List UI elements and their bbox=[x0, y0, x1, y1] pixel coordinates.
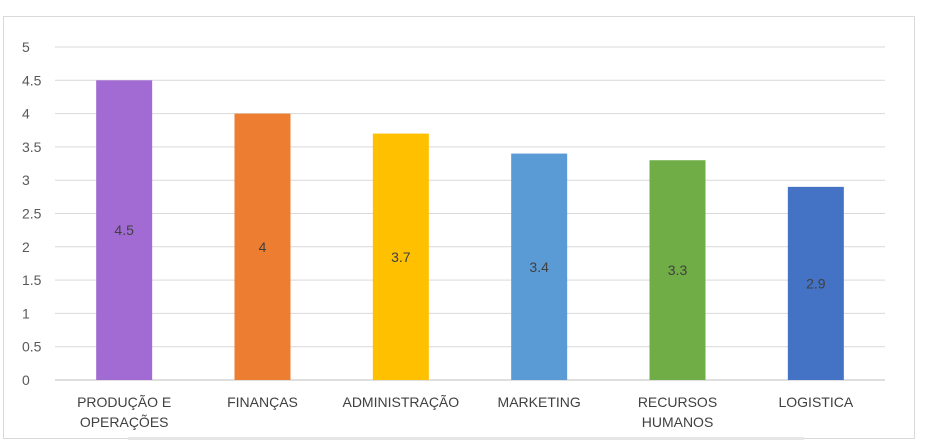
y-tick-label: 3.5 bbox=[22, 139, 42, 155]
y-tick-label: 1.5 bbox=[22, 272, 42, 288]
x-tick-label: LOGISTICA bbox=[778, 394, 853, 410]
data-label: 4.5 bbox=[114, 222, 134, 238]
y-tick-label: 1 bbox=[22, 305, 30, 321]
y-tick-label: 4 bbox=[22, 106, 30, 122]
data-label: 4 bbox=[259, 239, 267, 255]
x-tick-label: PRODUÇÃO E bbox=[77, 394, 171, 410]
y-tick-label: 2.5 bbox=[22, 206, 42, 222]
data-label: 3.7 bbox=[391, 249, 411, 265]
bar bbox=[372, 133, 429, 380]
gridlines bbox=[55, 46, 885, 381]
y-tick-label: 3 bbox=[22, 172, 30, 188]
x-tick-label: ADMINISTRAÇÃO bbox=[342, 394, 459, 410]
bars bbox=[96, 80, 844, 381]
bar bbox=[649, 160, 706, 380]
horizontal-scrollbar[interactable] bbox=[128, 437, 804, 440]
x-axis: PRODUÇÃO E OPERAÇÕES FINANÇAS ADMINISTRAÇÃO… bbox=[77, 394, 854, 430]
bar bbox=[511, 153, 568, 380]
data-labels: 4.5 4 3.7 3.4 3.3 2.9 bbox=[114, 222, 825, 291]
x-tick-label: FINANÇAS bbox=[227, 394, 298, 410]
x-tick-label: HUMANOS bbox=[642, 414, 714, 430]
bar bbox=[787, 186, 844, 380]
bar bbox=[234, 113, 291, 380]
data-label: 3.3 bbox=[668, 262, 688, 278]
y-tick-label: 0 bbox=[22, 372, 30, 388]
y-tick-label: 2 bbox=[22, 239, 30, 255]
data-label: 3.4 bbox=[529, 259, 549, 275]
x-tick-label: OPERAÇÕES bbox=[80, 414, 169, 430]
y-tick-label: 4.5 bbox=[22, 72, 42, 88]
x-tick-label: RECURSOS bbox=[638, 394, 717, 410]
chart-area bbox=[3, 16, 915, 439]
x-tick-label: MARKETING bbox=[498, 394, 581, 410]
bar bbox=[96, 80, 153, 381]
y-tick-label: 5 bbox=[22, 39, 30, 55]
y-tick-label: 0.5 bbox=[22, 339, 42, 355]
y-axis: 0 0.5 1 1.5 2 2.5 3 3.5 4 4.5 5 bbox=[22, 39, 42, 388]
data-label: 2.9 bbox=[806, 275, 826, 291]
